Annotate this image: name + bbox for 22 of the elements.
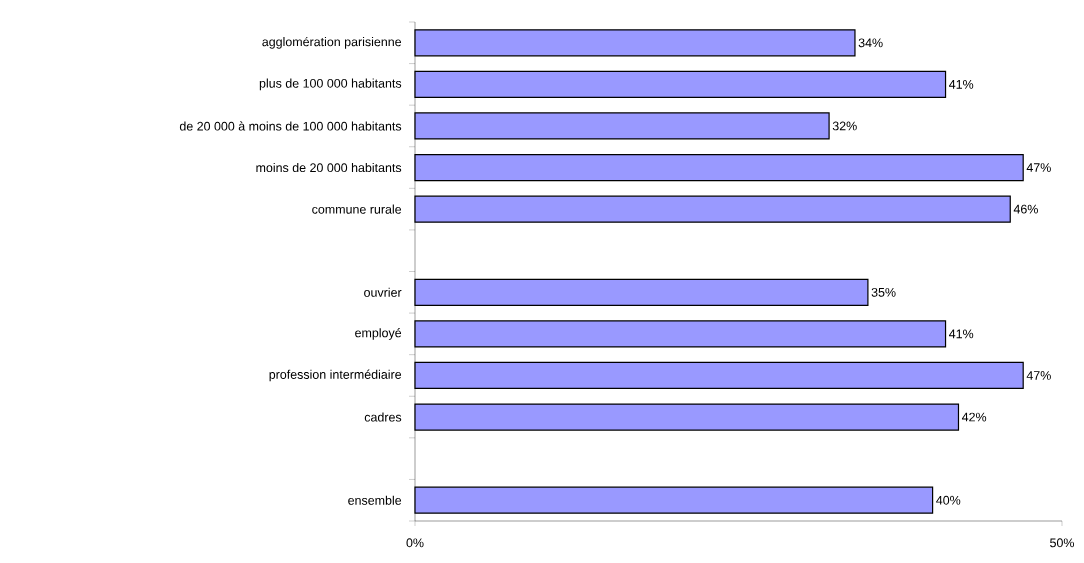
y-tick-label: ouvrier (364, 287, 402, 297)
data-label: 35% (871, 287, 896, 297)
data-label: 42% (961, 412, 987, 422)
data-label: 46% (1013, 204, 1038, 214)
y-tick-label: profession intermédiaire (269, 369, 402, 382)
data-label: 41% (949, 329, 974, 339)
x-tick-label: 0% (406, 538, 424, 548)
data-label: 47% (1026, 163, 1051, 172)
data-label: 32% (832, 121, 857, 131)
y-tick-label: commune rurale (312, 204, 402, 214)
y-tick-label: ensemble (348, 495, 402, 505)
y-tick-label: cadres (364, 412, 402, 422)
data-label: 34% (858, 38, 883, 48)
y-tick-label: moins de 20 000 habitants (256, 162, 402, 173)
y-tick-label: plus de 100 000 habitants (259, 78, 402, 91)
data-label: 40% (936, 495, 961, 505)
y-tick-label: de 20 000 à moins de 100 000 habitants (179, 121, 402, 131)
x-tick-label: 50% (1050, 538, 1075, 548)
data-label: 41% (949, 80, 974, 89)
y-tick-label: agglomération parisienne (262, 36, 402, 49)
data-label: 47% (1026, 371, 1051, 380)
y-tick-label: employé (355, 328, 402, 340)
